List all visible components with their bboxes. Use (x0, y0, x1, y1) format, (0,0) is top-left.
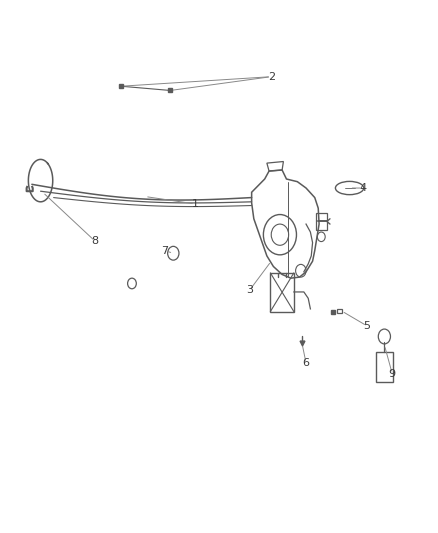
Text: 3: 3 (246, 285, 253, 295)
Text: 4: 4 (359, 183, 366, 193)
Text: 2: 2 (268, 71, 275, 82)
Text: 5: 5 (364, 321, 371, 331)
Text: 8: 8 (92, 236, 99, 246)
Text: 9: 9 (389, 369, 396, 378)
Text: 1: 1 (191, 199, 198, 209)
Text: 6: 6 (303, 358, 310, 368)
Text: 7: 7 (161, 246, 168, 256)
